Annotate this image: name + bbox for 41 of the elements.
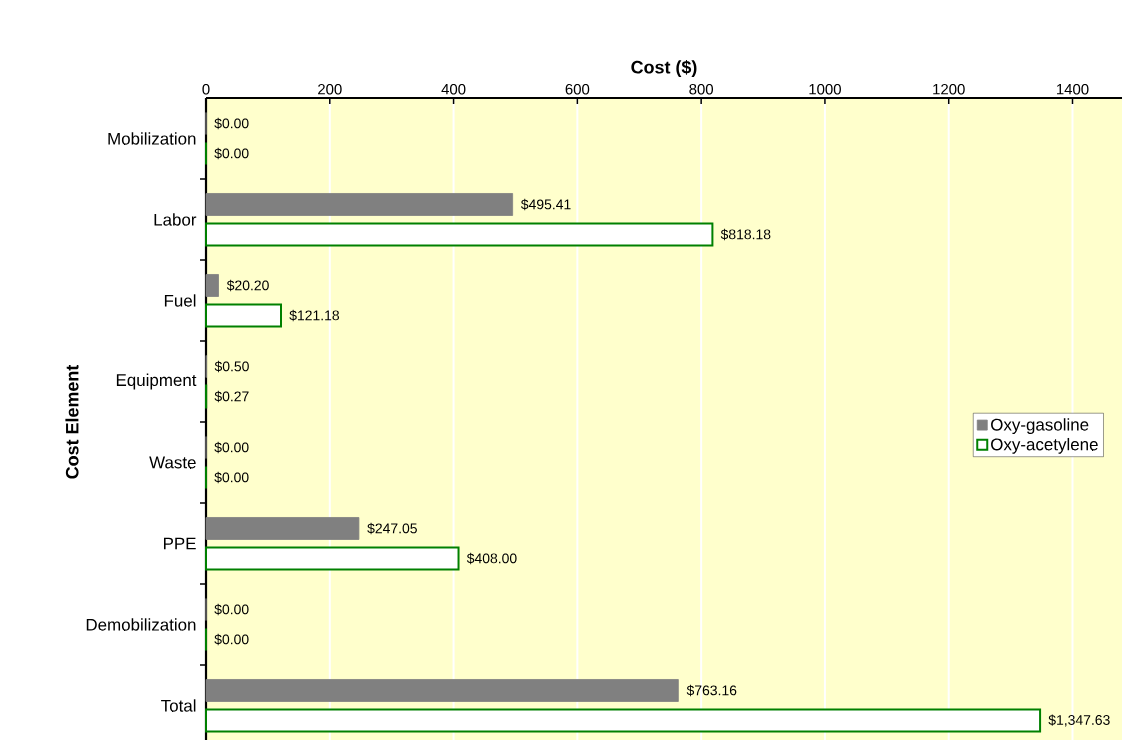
y-tick-label: Total: [161, 699, 196, 712]
data-label: $121.18: [289, 309, 340, 322]
y-tick-label: Labor: [154, 213, 197, 226]
y-tick-label: Waste: [149, 456, 196, 469]
x-tick-label: 1200: [933, 83, 965, 95]
x-tick-label: 400: [441, 83, 466, 95]
data-label: $495.41: [520, 198, 571, 211]
y-axis-title: Cost Element: [65, 364, 79, 479]
bar: [205, 517, 360, 540]
data-label: $763.16: [686, 684, 737, 697]
data-label: $408.00: [466, 552, 517, 565]
data-label: $20.20: [226, 279, 269, 292]
x-tick-label: 200: [318, 83, 342, 95]
data-label: $0.00: [214, 633, 249, 646]
y-tick-label: Mobilization: [108, 132, 196, 145]
data-label: $247.05: [367, 522, 417, 535]
data-label: $0.00: [214, 603, 249, 616]
x-tick-label: 0: [202, 83, 210, 95]
data-label: $0.00: [214, 471, 249, 484]
legend-label: Oxy-gasoline: [991, 418, 1089, 434]
bar: [205, 193, 514, 216]
y-tick-label: Demobilization: [86, 618, 196, 631]
data-label: $0.00: [214, 441, 249, 454]
x-tick-label: 600: [565, 83, 590, 95]
bar: [205, 303, 283, 328]
x-tick-label: 1000: [809, 83, 841, 95]
x-tick-label: 1400: [1057, 83, 1089, 95]
legend-label: Oxy-acetylene: [991, 437, 1098, 454]
y-tick-label: PPE: [163, 537, 196, 550]
data-label: $0.00: [214, 147, 249, 160]
bar: [205, 274, 219, 297]
data-label: $0.50: [214, 360, 249, 373]
y-tick-label: Fuel: [164, 294, 196, 307]
data-label: $0.27: [214, 390, 249, 403]
data-label: $0.00: [214, 117, 249, 130]
x-tick-label: 800: [689, 83, 714, 95]
data-label: $1,347.63: [1048, 714, 1110, 727]
y-tick-label: Equipment: [116, 373, 197, 390]
data-label: $818.18: [720, 228, 771, 241]
bar: [205, 679, 679, 702]
x-axis-title: Cost ($): [631, 60, 697, 78]
